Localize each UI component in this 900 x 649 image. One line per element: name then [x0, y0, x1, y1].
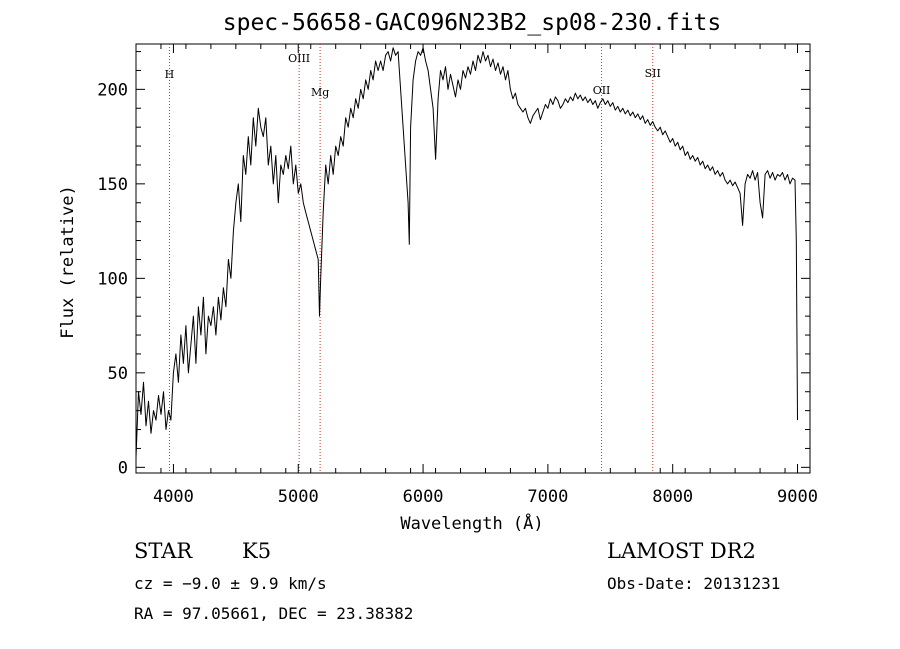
y-tick-label: 150 — [97, 175, 128, 195]
axis-ticks — [135, 44, 811, 473]
survey-label: LAMOST DR2 — [607, 539, 756, 563]
y-tick-label: 100 — [97, 269, 128, 289]
line-marker-label: Mg — [311, 86, 329, 99]
y-tick-label: 200 — [97, 80, 128, 100]
chart-title: spec-56658-GAC096N23B2_sp08-230.fits — [223, 10, 722, 36]
y-axis-label: Flux (relative) — [58, 185, 78, 339]
x-tick-label: 5000 — [278, 487, 319, 507]
line-marker-label: SII — [645, 67, 661, 80]
plot-frame — [135, 43, 811, 474]
line-marker-label: OIII — [288, 52, 310, 65]
coordinates-text: RA = 97.05661, DEC = 23.38382 — [134, 604, 413, 623]
line-marker-label: H — [165, 68, 175, 81]
x-axis-label: Wavelength (Å) — [400, 512, 543, 534]
spectrum-series — [135, 47, 798, 458]
x-tick-label: 8000 — [652, 487, 693, 507]
line-marker-label: OII — [593, 84, 611, 97]
spectrum-line — [135, 47, 798, 458]
axis-tick-labels: 4000 5000 6000 7000 8000 9000 0 50 100 150 200 — [97, 80, 818, 507]
x-tick-label: 9000 — [777, 487, 818, 507]
y-tick-label: 50 — [108, 364, 128, 384]
y-tick-label: 0 — [118, 458, 128, 478]
emission-line-markers: H OIII Mg OII SII — [165, 44, 661, 473]
x-tick-label: 7000 — [527, 487, 568, 507]
redshift-text: cz = −9.0 ± 9.9 km/s — [134, 574, 327, 593]
object-class: STAR — [134, 539, 193, 563]
object-subclass: K5 — [242, 539, 271, 563]
x-tick-label: 4000 — [153, 487, 194, 507]
x-tick-label: 6000 — [403, 487, 444, 507]
obs-date-text: Obs-Date: 20131231 — [607, 574, 780, 593]
